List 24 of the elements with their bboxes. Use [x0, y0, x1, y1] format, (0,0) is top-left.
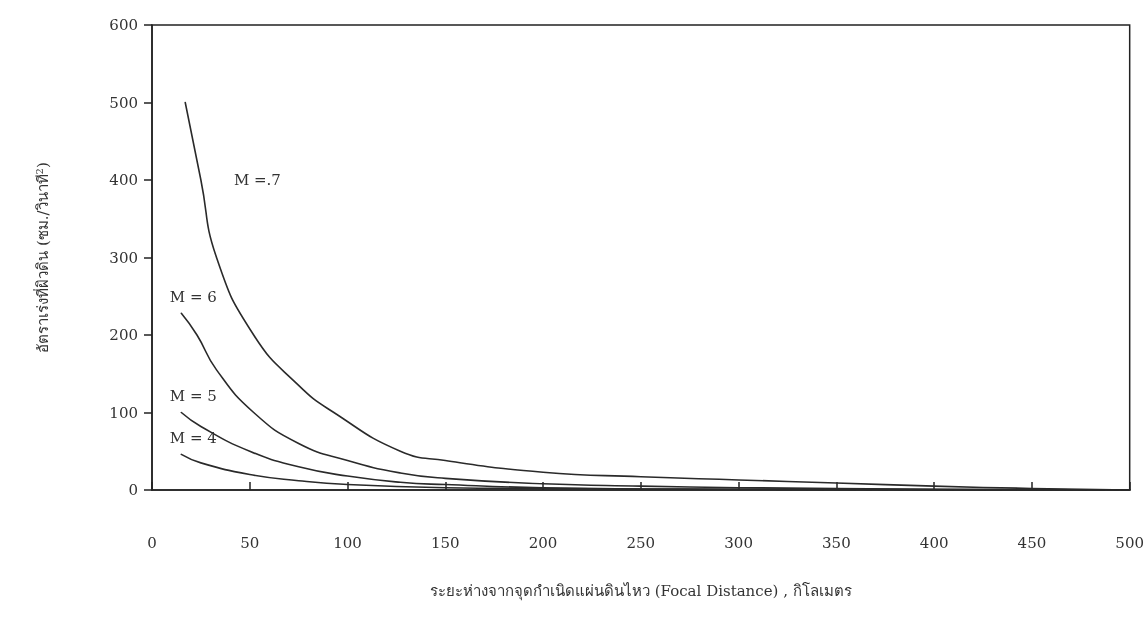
y-tick-label: 100: [109, 403, 138, 422]
x-tick-label: 200: [528, 533, 558, 552]
series-label: M = 4: [169, 428, 217, 447]
y-tick-label: 500: [109, 93, 138, 112]
y-tick-label: 300: [109, 248, 138, 267]
y-tick-label: 200: [109, 326, 138, 344]
y-axis-title: อัตราเร่งที่ผิวดิน (ซม./วินาที2): [32, 162, 52, 353]
series-label: M = 6: [169, 287, 217, 306]
x-tick-label: 250: [626, 533, 656, 552]
y-tick-label: 400: [109, 171, 138, 189]
text: M =.7: [233, 171, 281, 189]
y-tick-label: 600: [109, 16, 138, 34]
x-tick-label: 400: [919, 533, 949, 552]
x-axis-title: ระยะห่างจากจุดกำเนิดแผ่นดินไหว (Focal Distance) , กิโลเมตร: [429, 581, 852, 601]
x-tick-label: 500: [1115, 533, 1145, 552]
x-tick-label: 0: [147, 533, 157, 552]
series-label: M = 5: [169, 387, 217, 405]
x-tick-label: 50: [240, 533, 260, 552]
x-tick-label: 450: [1017, 533, 1047, 552]
x-tick-label: 300: [724, 533, 753, 552]
y-tick-label: 0: [128, 481, 138, 499]
x-tick-label: 350: [822, 533, 851, 552]
x-tick-label: 150: [430, 533, 460, 552]
x-tick-label: 100: [333, 533, 362, 552]
